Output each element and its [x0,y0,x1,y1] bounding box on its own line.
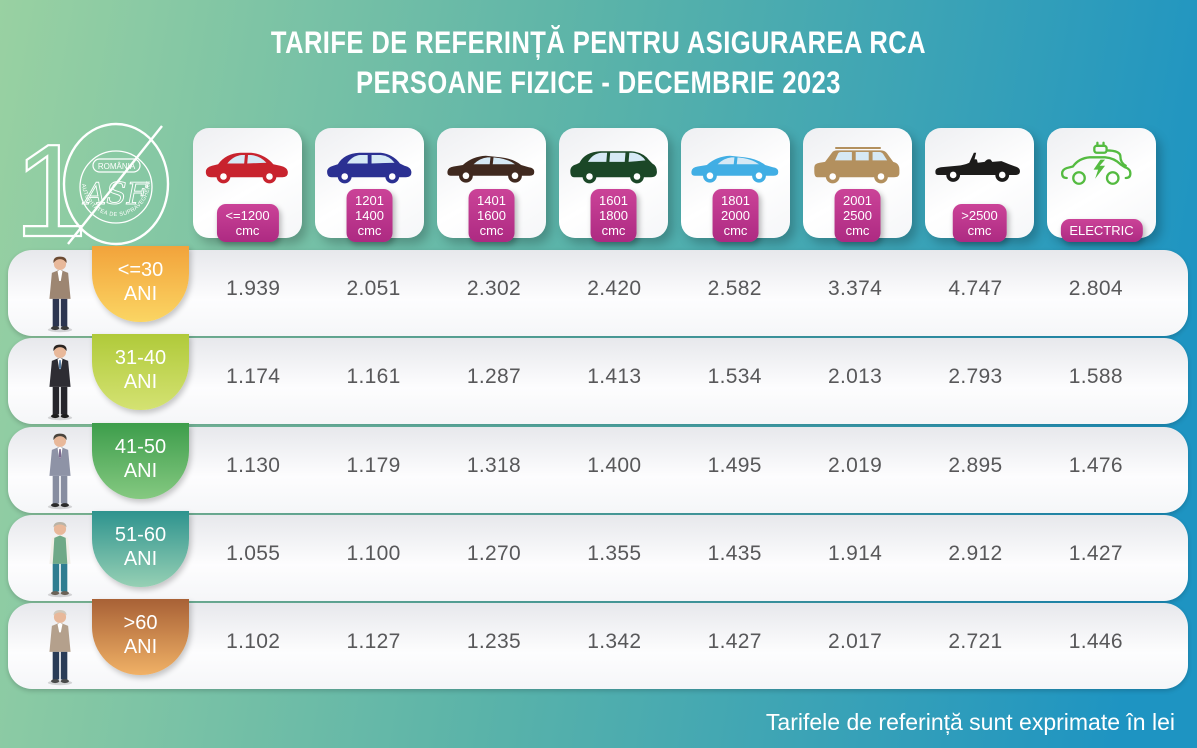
logo-digit-zero-outer [62,122,170,246]
logo-country-banner [92,158,141,173]
age-row-31-40: 31-40 ANI 1.174 1.161 1.287 1.413 1.534 … [8,334,1188,424]
engine-capacity-badge: <=1200 cmc [216,204,279,242]
tariff-value-cell: 2.804 [1068,277,1123,300]
person-vest-man-icon [47,522,73,598]
tariff-value-cell: 2.302 [466,277,521,300]
age-badge: 41-50 ANI [92,423,189,499]
person-elderly-man-icon [47,610,73,686]
logo-country-label: ROMÂNIA [98,162,136,171]
tariff-value-cell: 1.400 [587,454,642,477]
header-card-1401-1600: 1401 1600 cmc [437,128,546,242]
suv-car-icon [813,146,899,184]
tariff-value-cell: 1.435 [707,542,762,565]
tariff-values-row: 1.939 2.051 2.302 2.420 2.582 3.374 4.74… [193,250,1156,336]
tariff-value-cell: 2.051 [346,277,401,300]
logo-slash [67,125,163,245]
tariff-value-cell: 2.793 [948,365,1003,388]
age-badge: 51-60 ANI [92,511,189,587]
tariff-value-cell: 2.912 [948,542,1003,565]
page-title: TARIFE DE REFERINȚĂ PENTRU ASIGURAREA RC… [72,24,1125,104]
tariff-value-cell: 1.355 [587,542,642,565]
age-row-lte30: <=30 ANI 1.939 2.051 2.302 2.420 2.582 3… [8,246,1188,336]
age-row-41-50: 41-50 ANI 1.130 1.179 1.318 1.400 1.495 … [8,423,1188,513]
header-card-gt2500: >2500 cmc [925,128,1034,242]
sedan-car-icon [690,155,778,183]
tariff-value-cell: 1.100 [346,542,401,565]
asf-anniversary-logo: 1 ROMÂNIA ASF AUTORITATEA DE SUPRAVEGHER… [10,112,170,254]
engine-capacity-header-row: <=1200 cmc 1201 1400 cmc [193,128,1156,242]
tariff-value-cell: 2.721 [948,630,1003,653]
electric-car-icon [1060,141,1132,185]
tariff-value-cell: 1.342 [587,630,642,653]
tariff-value-cell: 1.427 [707,630,762,653]
engine-capacity-badge: 1601 1800 cmc [590,189,637,242]
tariff-value-cell: 1.127 [346,630,401,653]
tariff-value-cell: 1.939 [226,277,281,300]
tariff-value-cell: 1.476 [1068,454,1123,477]
tariff-values-row: 1.174 1.161 1.287 1.413 1.534 2.013 2.79… [193,338,1156,424]
tariff-value-cell: 2.019 [828,454,883,477]
logo-digit-one: 1 [14,117,87,254]
tariff-value-cell: 1.446 [1068,630,1123,653]
tariff-value-cell: 3.374 [828,277,883,300]
tariff-value-cell: 2.013 [828,365,883,388]
engine-capacity-badge: 2001 2500 cmc [834,189,881,242]
tariff-value-cell: 1.235 [466,630,521,653]
engine-capacity-badge: 1201 1400 cmc [346,189,393,242]
tariff-value-cell: 1.588 [1068,365,1123,388]
tariff-value-cell: 1.174 [226,365,281,388]
header-card-1801-2000: 1801 2000 cmc [681,128,790,242]
minivan-car-icon [569,151,657,184]
logo-asf-script: ASF [81,177,148,212]
header-card-1201-1400: 1201 1400 cmc [315,128,424,242]
tariff-values-row: 1.055 1.100 1.270 1.355 1.435 1.914 2.91… [193,515,1156,601]
age-row-gt60: >60 ANI 1.102 1.127 1.235 1.342 1.427 2.… [8,599,1188,689]
hatchback-car-icon [326,152,411,184]
age-badge: 31-40 ANI [92,334,189,410]
tariff-values-row: 1.102 1.127 1.235 1.342 1.427 2.017 2.72… [193,603,1156,689]
age-badge: >60 ANI [92,599,189,675]
engine-capacity-badge: 1401 1600 cmc [468,189,515,242]
header-card-electric: ELECTRIC [1047,128,1156,242]
footer-note: Tarifele de referință sunt exprimate în … [765,709,1175,735]
tariff-value-cell: 1.179 [346,454,401,477]
header-card-2001-2500: 2001 2500 cmc [803,128,912,242]
convertible-car-icon [934,152,1020,182]
tariff-value-cell: 1.130 [226,454,281,477]
age-row-51-60: 51-60 ANI 1.055 1.100 1.270 1.355 1.435 … [8,511,1188,601]
tariff-value-cell: 2.895 [948,454,1003,477]
logo-seal-ring [79,150,153,224]
tariff-value-cell: 2.582 [707,277,762,300]
engine-capacity-badge: ELECTRIC [1060,219,1143,242]
engine-capacity-badge: >2500 cmc [952,204,1007,242]
tariff-value-cell: 1.914 [828,542,883,565]
header-card-lte1200: <=1200 cmc [193,128,302,242]
tariff-value-cell: 4.747 [948,277,1003,300]
tariff-value-cell: 1.102 [226,630,281,653]
tariff-value-cell: 1.413 [587,365,642,388]
tariff-value-cell: 1.495 [707,454,762,477]
person-suit-man-icon [47,344,73,421]
tariff-value-cell: 1.534 [707,365,762,388]
sedan-car-icon [446,155,534,183]
city-car-icon [205,152,288,184]
engine-capacity-badge: 1801 2000 cmc [712,189,759,242]
tariff-value-cell: 2.420 [587,277,642,300]
tariff-value-cell: 1.318 [466,454,521,477]
person-young-man-icon [47,256,73,333]
title-line-2: PERSOANE FIZICE - DECEMBRIE 2023 [356,66,841,101]
person-gray-suit-man-icon [47,433,73,510]
tariff-value-cell: 1.055 [226,542,281,565]
title-line-1: TARIFE DE REFERINȚĂ PENTRU ASIGURAREA RC… [270,26,927,61]
tariff-value-cell: 1.270 [466,542,521,565]
tariff-value-cell: 2.017 [828,630,883,653]
tariff-value-cell: 1.427 [1068,542,1123,565]
lightning-bolt-icon [1093,159,1105,179]
tariff-value-cell: 1.287 [466,365,521,388]
age-badge: <=30 ANI [92,246,189,322]
header-card-1601-1800: 1601 1800 cmc [559,128,668,242]
tariff-values-row: 1.130 1.179 1.318 1.400 1.495 2.019 2.89… [193,427,1156,513]
tariff-value-cell: 1.161 [346,365,401,388]
